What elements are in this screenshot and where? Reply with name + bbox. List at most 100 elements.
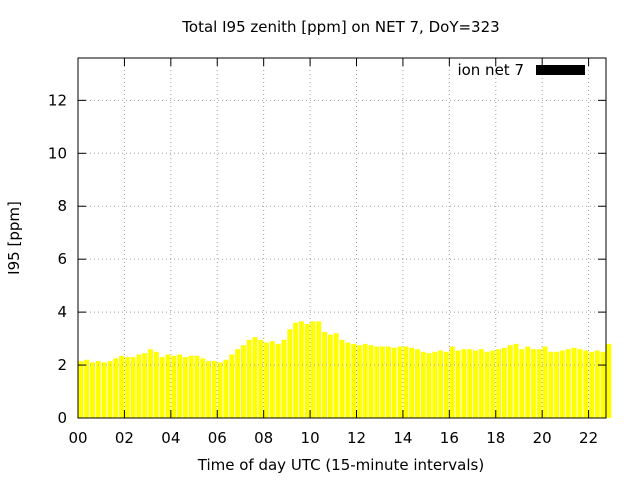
bar [467,349,473,418]
x-tick-label: 00 [68,429,87,447]
bar [200,358,206,418]
bar [490,350,496,418]
legend: ion net 7 [457,61,585,79]
bar [420,351,426,418]
bar [194,355,200,418]
bar [177,354,182,418]
bar [548,351,554,418]
bar [478,349,484,418]
bar [560,350,565,418]
x-tick-label: 14 [393,429,412,447]
bar [211,361,217,418]
bar [455,350,461,418]
bar [142,353,148,418]
y-tick-label: 8 [57,197,67,215]
legend-label: ion net 7 [457,61,524,79]
bar [571,347,577,418]
bar [444,351,449,418]
bar [264,342,269,418]
bar [577,349,583,418]
bar [356,345,362,418]
bar [90,362,95,418]
bar [380,346,386,418]
bar [403,346,409,418]
bar [519,349,525,418]
bar [374,346,380,418]
bar [589,351,594,418]
bar [409,347,415,418]
bar [246,339,252,418]
bar [542,346,548,418]
bar [159,357,165,418]
bar [206,361,211,418]
x-tick-label: 10 [301,429,320,447]
bar [310,321,316,418]
x-tick-label: 04 [161,429,180,447]
legend-swatch [536,65,585,75]
bar [101,362,107,418]
bar [449,346,455,418]
bar [148,349,153,418]
bar [368,345,374,418]
bar [397,346,403,418]
x-tick-label: 18 [486,429,505,447]
bar [95,361,101,418]
bar [269,341,275,418]
bar [339,339,345,418]
bar [322,331,328,418]
bar [275,343,281,418]
y-tick-label: 10 [48,144,67,162]
bar [287,329,293,418]
bar [461,349,467,418]
bar [235,349,240,418]
bar [293,322,299,418]
bar [496,349,502,418]
bar [554,351,560,418]
grid-lines [78,58,606,418]
bar [240,345,246,418]
x-tick-label: 02 [115,429,134,447]
bar [583,350,589,418]
bar [182,357,188,418]
bar [258,339,264,418]
bar [345,342,351,418]
y-tick-label: 12 [48,91,67,109]
x-tick-label: 20 [533,429,552,447]
bar [513,343,519,418]
chart-title: Total I95 zenith [ppm] on NET 7, DoY=323 [181,18,499,36]
y-tick-label: 4 [57,303,67,321]
bar [426,353,432,418]
x-tick-label: 06 [208,429,227,447]
bar [565,349,571,418]
x-tick-label: 16 [440,429,459,447]
bar [78,361,84,418]
y-tick-label: 2 [57,356,67,374]
y-tick-label: 6 [57,250,67,268]
bar [606,343,612,418]
bar [507,345,513,418]
bar [362,343,368,418]
bar [298,321,304,418]
bar [84,359,90,418]
x-tick-label: 22 [579,429,598,447]
bar [473,350,478,418]
bar [171,355,177,418]
bar [525,346,531,418]
bar [316,321,322,418]
bar [600,351,606,418]
bar [327,334,333,418]
bar [136,354,142,418]
bar [438,350,444,418]
y-tick-label: 0 [57,409,67,427]
bar [432,351,438,418]
bar [304,324,310,418]
y-axis-label: I95 [ppm] [5,201,23,275]
bar [594,350,600,418]
bar [153,351,159,418]
x-tick-label: 08 [254,429,273,447]
bar [536,349,542,418]
bar [130,357,136,418]
bar [188,355,194,418]
